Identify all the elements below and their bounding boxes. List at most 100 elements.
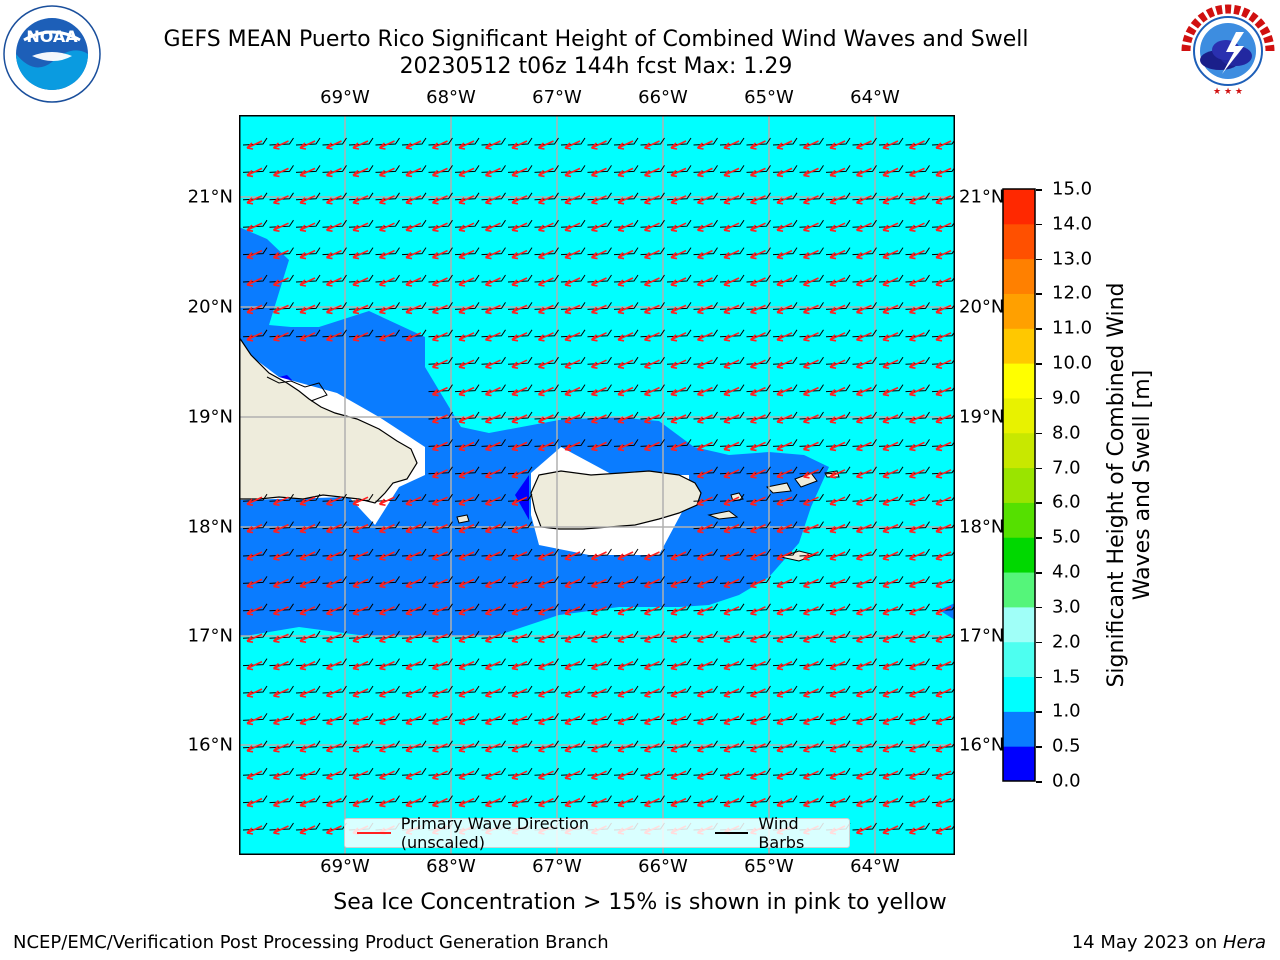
wave-direction-arrow bbox=[272, 496, 289, 506]
wave-direction-arrow bbox=[458, 222, 475, 232]
wave-direction-arrow bbox=[246, 606, 263, 616]
wave-direction-arrow bbox=[882, 359, 899, 369]
wave-direction-arrow bbox=[564, 414, 581, 424]
wave-direction-arrow bbox=[908, 249, 925, 260]
wave-direction-arrow bbox=[935, 195, 952, 205]
wave-direction-arrow bbox=[564, 797, 581, 808]
wave-direction-arrow bbox=[590, 441, 607, 452]
colorbar-segment bbox=[1003, 223, 1035, 260]
wave-direction-arrow bbox=[246, 523, 263, 534]
sea-ice-note: Sea Ice Concentration > 15% is shown in … bbox=[333, 890, 947, 915]
wave-direction-arrow bbox=[908, 551, 925, 561]
wave-direction-arrow bbox=[564, 715, 581, 726]
wave-direction-arrow bbox=[882, 140, 899, 150]
wave-direction-arrow bbox=[564, 359, 581, 369]
wave-direction-arrow bbox=[908, 469, 925, 479]
colorbar-tick-mark bbox=[1036, 711, 1042, 713]
wave-direction-arrow bbox=[802, 277, 819, 287]
wave-direction-arrow bbox=[299, 688, 316, 698]
wave-direction-arrow bbox=[855, 797, 872, 808]
wave-direction-arrow bbox=[617, 359, 634, 369]
wave-direction-arrow bbox=[749, 332, 766, 342]
colorbar-tick-label: 6.0 bbox=[1052, 491, 1081, 513]
wave-direction-arrow bbox=[882, 606, 899, 616]
wave-direction-arrow bbox=[908, 578, 925, 589]
wave-direction-arrow bbox=[723, 523, 740, 534]
wave-direction-arrow bbox=[935, 359, 952, 369]
wave-direction-arrow bbox=[537, 743, 554, 753]
wave-direction-arrow bbox=[405, 277, 422, 287]
wave-direction-arrow bbox=[325, 277, 342, 287]
colorbar-tick-mark bbox=[1036, 676, 1042, 679]
lat-tick-left-18n: 18°N bbox=[187, 516, 233, 538]
colorbar-segment bbox=[1003, 606, 1035, 643]
wave-direction-arrow bbox=[484, 277, 501, 287]
wave-direction-arrow bbox=[458, 140, 475, 150]
wave-direction-arrow bbox=[484, 633, 501, 643]
colorbar-segment bbox=[1003, 328, 1035, 364]
wave-direction-arrow bbox=[855, 578, 872, 589]
wave-direction-arrow bbox=[802, 332, 819, 342]
wave-direction-arrow bbox=[458, 414, 475, 424]
wave-direction-arrow bbox=[617, 140, 634, 150]
wave-direction-arrow bbox=[696, 633, 713, 643]
wave-direction-arrow bbox=[643, 414, 660, 424]
wave-direction-arrow bbox=[643, 140, 660, 150]
wave-direction-arrow bbox=[537, 332, 554, 342]
wave-direction-arrow bbox=[431, 222, 448, 232]
wave-direction-arrow bbox=[272, 715, 289, 726]
wave-direction-arrow bbox=[829, 249, 846, 260]
wave-direction-arrow bbox=[749, 633, 766, 643]
lon-tick-top-68w: 68°W bbox=[426, 87, 476, 108]
wave-direction-arrow bbox=[378, 222, 395, 232]
wave-direction-arrow bbox=[829, 469, 846, 479]
lat-tick-left-21n: 21°N bbox=[187, 186, 233, 208]
wave-direction-arrow bbox=[829, 523, 846, 534]
wave-direction-arrow bbox=[802, 140, 819, 150]
wave-direction-arrow bbox=[670, 140, 687, 150]
wave-direction-arrow bbox=[352, 715, 369, 726]
wave-direction-arrow bbox=[696, 222, 713, 232]
wave-direction-arrow bbox=[776, 660, 793, 671]
wave-direction-arrow bbox=[325, 825, 342, 835]
wave-direction-arrow bbox=[352, 606, 369, 616]
wave-direction-arrow bbox=[325, 140, 342, 150]
wave-direction-arrow bbox=[855, 414, 872, 424]
wave-direction-arrow bbox=[299, 606, 316, 616]
wave-direction-arrow bbox=[908, 277, 925, 287]
wave-direction-arrow bbox=[272, 688, 289, 698]
wave-direction-arrow bbox=[829, 277, 846, 287]
wave-direction-arrow bbox=[776, 633, 793, 643]
wave-direction-arrow bbox=[431, 332, 448, 342]
colorbar-tick-mark bbox=[1036, 572, 1042, 574]
footer-right: 14 May 2023 on Hera bbox=[1072, 932, 1266, 953]
colorbar-segment bbox=[1003, 676, 1035, 712]
wave-direction-arrow bbox=[484, 140, 501, 150]
wave-direction-arrow bbox=[802, 660, 819, 671]
wave-direction-arrow bbox=[272, 523, 289, 534]
wave-direction-arrow bbox=[617, 441, 634, 452]
legend-wave-direction: Primary Wave Direction (unscaled) bbox=[345, 814, 677, 852]
wave-direction-arrow bbox=[511, 222, 528, 232]
wave-direction-arrow bbox=[935, 633, 952, 643]
wave-direction-arrow bbox=[431, 469, 448, 479]
wave-direction-arrow bbox=[723, 633, 740, 643]
wave-direction-arrow bbox=[246, 578, 263, 589]
wave-direction-arrow bbox=[431, 797, 448, 808]
wave-direction-arrow bbox=[431, 496, 448, 506]
wave-direction-arrow bbox=[670, 606, 687, 616]
wave-direction-arrow bbox=[935, 414, 952, 424]
wave-direction-arrow bbox=[882, 633, 899, 643]
colorbar-segment bbox=[1003, 293, 1035, 329]
wave-direction-arrow bbox=[617, 660, 634, 671]
wave-direction-arrow bbox=[378, 633, 395, 643]
wave-direction-arrow bbox=[882, 688, 899, 698]
colorbar-tick-label: 1.0 bbox=[1052, 700, 1081, 722]
wave-direction-arrow bbox=[749, 441, 766, 452]
wave-direction-arrow bbox=[935, 578, 952, 589]
wave-direction-arrow bbox=[696, 167, 713, 178]
wave-direction-arrow bbox=[696, 715, 713, 726]
land-hispaniola bbox=[239, 335, 418, 504]
wave-direction-arrow bbox=[325, 770, 342, 780]
wave-direction-arrow bbox=[299, 496, 316, 506]
